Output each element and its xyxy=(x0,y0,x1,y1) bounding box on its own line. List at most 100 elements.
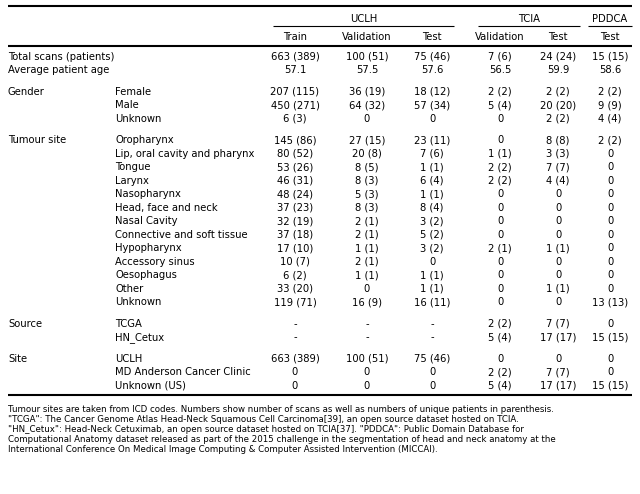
Text: Source: Source xyxy=(8,319,42,329)
Text: 0: 0 xyxy=(607,354,613,364)
Text: Head, face and neck: Head, face and neck xyxy=(115,203,218,213)
Text: Nasopharynx: Nasopharynx xyxy=(115,189,181,199)
Text: -: - xyxy=(430,332,434,342)
Text: 57.6: 57.6 xyxy=(421,65,443,75)
Text: 0: 0 xyxy=(497,203,503,213)
Text: -: - xyxy=(293,332,297,342)
Text: 16 (9): 16 (9) xyxy=(352,297,382,307)
Text: 24 (24): 24 (24) xyxy=(540,52,576,62)
Text: 0: 0 xyxy=(429,381,435,391)
Text: 1 (1): 1 (1) xyxy=(355,243,379,253)
Text: 18 (12): 18 (12) xyxy=(414,87,450,97)
Text: Unknown (US): Unknown (US) xyxy=(115,381,186,391)
Text: 64 (32): 64 (32) xyxy=(349,100,385,110)
Text: 17 (17): 17 (17) xyxy=(540,332,576,342)
Text: 16 (11): 16 (11) xyxy=(414,297,450,307)
Text: 6 (3): 6 (3) xyxy=(284,114,307,124)
Text: 0: 0 xyxy=(607,203,613,213)
Text: -: - xyxy=(365,319,369,329)
Text: Nasal Cavity: Nasal Cavity xyxy=(115,216,177,226)
Text: 36 (19): 36 (19) xyxy=(349,87,385,97)
Text: Train: Train xyxy=(283,32,307,42)
Text: 0: 0 xyxy=(497,230,503,240)
Text: 2 (2): 2 (2) xyxy=(488,319,512,329)
Text: 9 (9): 9 (9) xyxy=(598,100,622,110)
Text: 0: 0 xyxy=(497,189,503,199)
Text: 17 (10): 17 (10) xyxy=(277,243,313,253)
Text: Average patient age: Average patient age xyxy=(8,65,109,75)
Text: 17 (17): 17 (17) xyxy=(540,381,576,391)
Text: 33 (20): 33 (20) xyxy=(277,284,313,294)
Text: Oesophagus: Oesophagus xyxy=(115,270,177,280)
Text: 0: 0 xyxy=(497,270,503,280)
Text: 0: 0 xyxy=(497,135,503,145)
Text: Hypopharynx: Hypopharynx xyxy=(115,243,182,253)
Text: 2 (2): 2 (2) xyxy=(598,87,622,97)
Text: 8 (4): 8 (4) xyxy=(420,203,444,213)
Text: 0: 0 xyxy=(364,367,370,377)
Text: 15 (15): 15 (15) xyxy=(592,381,628,391)
Text: 5 (4): 5 (4) xyxy=(488,381,512,391)
Text: "HN_Cetux": Head-Neck Cetuximab, an open source dataset hosted on TCIA[37]. "PDD: "HN_Cetux": Head-Neck Cetuximab, an open… xyxy=(8,424,524,434)
Text: 0: 0 xyxy=(607,284,613,294)
Text: 145 (86): 145 (86) xyxy=(274,135,316,145)
Text: 2 (2): 2 (2) xyxy=(598,135,622,145)
Text: 0: 0 xyxy=(607,149,613,159)
Text: 3 (2): 3 (2) xyxy=(420,216,444,226)
Text: 0: 0 xyxy=(607,216,613,226)
Text: 0: 0 xyxy=(555,230,561,240)
Text: 1 (1): 1 (1) xyxy=(420,189,444,199)
Text: 0: 0 xyxy=(555,257,561,267)
Text: 3 (2): 3 (2) xyxy=(420,243,444,253)
Text: MD Anderson Cancer Clinic: MD Anderson Cancer Clinic xyxy=(115,367,251,377)
Text: 5 (2): 5 (2) xyxy=(420,230,444,240)
Text: UCLH: UCLH xyxy=(350,14,377,24)
Text: 37 (23): 37 (23) xyxy=(277,203,313,213)
Text: 663 (389): 663 (389) xyxy=(271,354,319,364)
Text: 0: 0 xyxy=(429,257,435,267)
Text: 7 (7): 7 (7) xyxy=(546,367,570,377)
Text: Computational Anatomy dataset released as part of the 2015 challenge in the segm: Computational Anatomy dataset released a… xyxy=(8,435,556,444)
Text: 1 (1): 1 (1) xyxy=(546,243,570,253)
Text: 0: 0 xyxy=(497,354,503,364)
Text: 0: 0 xyxy=(364,284,370,294)
Text: 0: 0 xyxy=(555,189,561,199)
Text: Test: Test xyxy=(422,32,442,42)
Text: 4 (4): 4 (4) xyxy=(547,176,570,186)
Text: 2 (2): 2 (2) xyxy=(488,162,512,172)
Text: 1 (1): 1 (1) xyxy=(488,149,512,159)
Text: Connective and soft tissue: Connective and soft tissue xyxy=(115,230,248,240)
Text: 2 (1): 2 (1) xyxy=(355,230,379,240)
Text: 6 (2): 6 (2) xyxy=(283,270,307,280)
Text: Larynx: Larynx xyxy=(115,176,149,186)
Text: 20 (8): 20 (8) xyxy=(352,149,382,159)
Text: Oropharynx: Oropharynx xyxy=(115,135,173,145)
Text: 0: 0 xyxy=(607,243,613,253)
Text: 0: 0 xyxy=(497,114,503,124)
Text: 58.6: 58.6 xyxy=(599,65,621,75)
Text: PDDCA: PDDCA xyxy=(593,14,628,24)
Text: 15 (15): 15 (15) xyxy=(592,52,628,62)
Text: 53 (26): 53 (26) xyxy=(277,162,313,172)
Text: Test: Test xyxy=(548,32,568,42)
Text: 10 (7): 10 (7) xyxy=(280,257,310,267)
Text: Lip, oral cavity and pharynx: Lip, oral cavity and pharynx xyxy=(115,149,254,159)
Text: 0: 0 xyxy=(429,367,435,377)
Text: 2 (2): 2 (2) xyxy=(546,87,570,97)
Text: 8 (8): 8 (8) xyxy=(547,135,570,145)
Text: -: - xyxy=(293,319,297,329)
Text: 48 (24): 48 (24) xyxy=(277,189,313,199)
Text: Accessory sinus: Accessory sinus xyxy=(115,257,195,267)
Text: 119 (71): 119 (71) xyxy=(274,297,316,307)
Text: 0: 0 xyxy=(555,270,561,280)
Text: 1 (1): 1 (1) xyxy=(546,284,570,294)
Text: 100 (51): 100 (51) xyxy=(346,354,388,364)
Text: 80 (52): 80 (52) xyxy=(277,149,313,159)
Text: Male: Male xyxy=(115,100,139,110)
Text: 37 (18): 37 (18) xyxy=(277,230,313,240)
Text: 0: 0 xyxy=(497,297,503,307)
Text: 8 (3): 8 (3) xyxy=(355,203,379,213)
Text: 1 (1): 1 (1) xyxy=(420,270,444,280)
Text: HN_Cetux: HN_Cetux xyxy=(115,332,164,343)
Text: 2 (1): 2 (1) xyxy=(488,243,512,253)
